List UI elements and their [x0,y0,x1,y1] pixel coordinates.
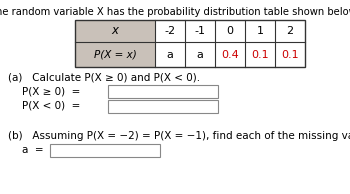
Bar [108,85,218,98]
Text: 0: 0 [226,26,233,36]
Text: 1: 1 [257,26,264,36]
Bar [75,20,155,42]
Text: The random variable X has the probability distribution table shown below.: The random variable X has the probabilit… [0,7,350,17]
Text: a: a [167,49,174,60]
Bar [108,100,218,113]
Text: P(X = x): P(X = x) [94,49,136,60]
Text: (b)   Assuming P(X = −2) = P(X = −1), find each of the missing values.: (b) Assuming P(X = −2) = P(X = −1), find… [8,131,350,141]
Text: a: a [197,49,203,60]
Text: a  =: a = [22,145,44,155]
Text: 2: 2 [286,26,294,36]
Text: P(X < 0)  =: P(X < 0) = [22,101,80,111]
Bar [75,20,305,67]
Text: 0.1: 0.1 [251,49,269,60]
Text: P(X ≥ 0)  =: P(X ≥ 0) = [22,86,80,96]
Bar [75,42,155,67]
Text: (a)   Calculate P(X ≥ 0) and P(X < 0).: (a) Calculate P(X ≥ 0) and P(X < 0). [8,72,200,82]
Text: x: x [112,24,119,37]
Text: 0.1: 0.1 [281,49,299,60]
Bar [50,144,160,157]
Text: 0.4: 0.4 [221,49,239,60]
Text: -2: -2 [164,26,176,36]
Text: -1: -1 [195,26,205,36]
